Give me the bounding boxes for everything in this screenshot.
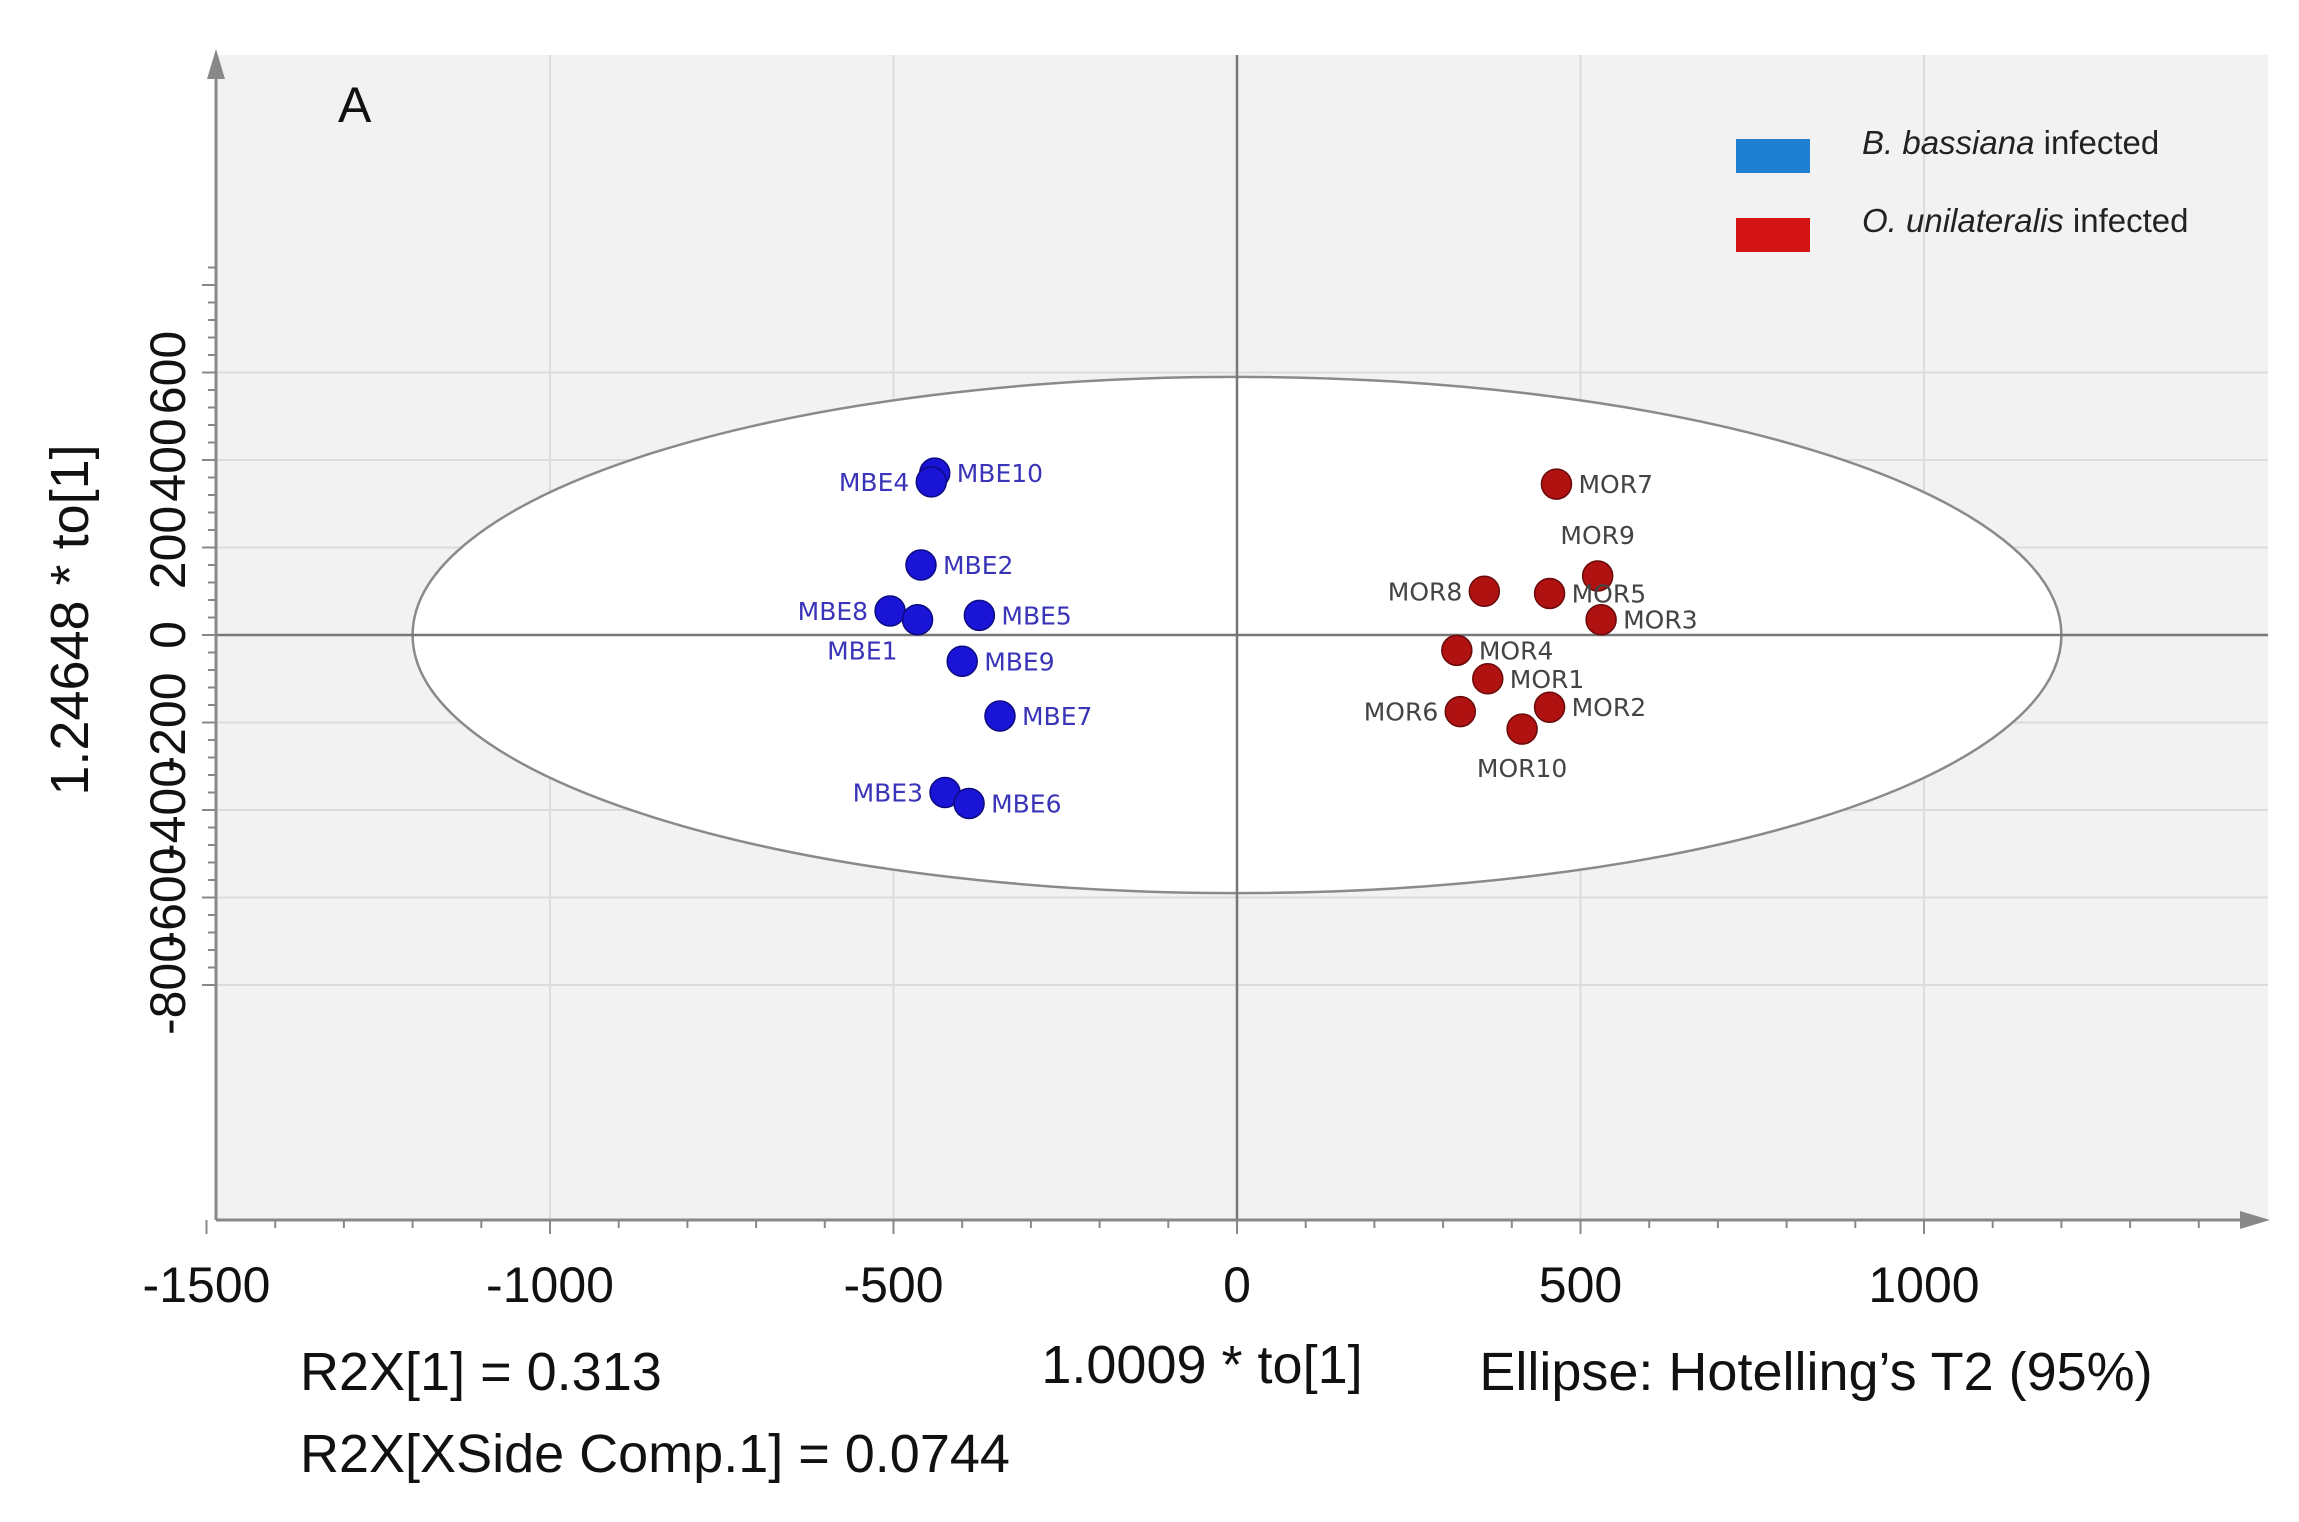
point-mor7 — [1540, 468, 1573, 500]
point-mbe8 — [874, 595, 906, 627]
point-mbe7 — [984, 700, 1016, 732]
point-label-mbe4: MBE4 — [839, 468, 909, 497]
point-mor10 — [1506, 713, 1538, 745]
point-mor8 — [1468, 575, 1501, 607]
y-tick-label: -600 — [140, 847, 196, 947]
legend-label-b-bassiana: B. bassiana infected — [1862, 124, 2159, 161]
panel-label: A — [338, 77, 372, 133]
point-mor6 — [1444, 695, 1477, 728]
y-tick-label: 600 — [140, 331, 196, 414]
point-label-mor5: MOR5 — [1572, 579, 1647, 608]
point-label-mbe1: MBE1 — [827, 637, 897, 666]
x-tick-label: -500 — [843, 1257, 943, 1313]
point-mbe9 — [946, 645, 978, 677]
x-axis-arrow — [2240, 1211, 2270, 1229]
x-tick-label: 500 — [1539, 1257, 1622, 1313]
point-label-mbe8: MBE8 — [798, 597, 868, 626]
point-label-mor2: MOR2 — [1572, 693, 1647, 722]
point-mor5 — [1533, 577, 1566, 610]
stat-r2x-1: R2X[1] = 0.313 — [300, 1342, 662, 1402]
legend-swatch-b-bassiana — [1736, 139, 1810, 173]
y-axis-title: 1.24648 * to[1] — [40, 444, 100, 795]
point-label-mor10: MOR10 — [1477, 754, 1567, 783]
ellipse-caption: Ellipse: Hotelling’s T2 (95%) — [1479, 1342, 2152, 1402]
x-axis-title: 1.0009 * to[1] — [1041, 1335, 1362, 1395]
x-tick-label: 1000 — [1868, 1257, 1979, 1313]
legend-swatch-o-unilateralis — [1736, 218, 1810, 252]
point-mor1 — [1472, 663, 1504, 695]
x-tick-label: -1000 — [486, 1257, 614, 1313]
point-mor2 — [1533, 691, 1566, 723]
y-tick-label: -200 — [140, 672, 196, 772]
stat-r2x-xside: R2X[XSide Comp.1] = 0.0744 — [300, 1424, 1010, 1484]
y-tick-label: 0 — [140, 621, 196, 649]
point-label-mbe7: MBE7 — [1022, 702, 1092, 731]
legend-label-o-unilateralis: O. unilateralis infected — [1862, 202, 2189, 239]
point-label-mbe5: MBE5 — [1001, 601, 1071, 630]
axes — [202, 49, 2270, 1234]
y-tick-label: -800 — [140, 935, 196, 1035]
point-label-mor9: MOR9 — [1560, 521, 1635, 550]
y-axis-arrow — [207, 49, 225, 79]
point-label-mbe6: MBE6 — [991, 789, 1061, 818]
x-tick-labels: -1500 -1000 -500 0 500 1000 — [143, 1257, 1980, 1313]
point-label-mbe9: MBE9 — [984, 647, 1054, 676]
point-mor9 — [1581, 560, 1614, 592]
point-mbe2 — [905, 549, 937, 581]
x-tick-label: 0 — [1223, 1257, 1251, 1313]
point-label-mor8: MOR8 — [1388, 577, 1463, 606]
point-mbe4 — [915, 466, 948, 498]
x-tick-label: -1500 — [143, 1257, 271, 1313]
point-mbe5 — [963, 599, 996, 632]
point-mbe6 — [953, 787, 985, 820]
point-mor3 — [1585, 603, 1617, 636]
plot-area: -1500 -1000 -500 0 500 1000 -800-600-400-200 0… — [140, 49, 2270, 1313]
y-tick-label: 200 — [140, 506, 196, 589]
point-label-mbe3: MBE3 — [853, 779, 923, 808]
point-mor4 — [1441, 634, 1473, 667]
point-label-mor1: MOR1 — [1510, 665, 1585, 694]
point-label-mbe2: MBE2 — [943, 551, 1013, 580]
point-label-mor4: MOR4 — [1479, 636, 1554, 665]
y-tick-label: -400 — [140, 760, 196, 860]
point-mbe1 — [901, 603, 934, 636]
data-points: MBE10 MBE4 MBE2 MBE8 MBE1 MBE5 MBE9 MBE7 MBE3 MBE… — [798, 457, 1698, 820]
point-label-mor7: MOR7 — [1578, 470, 1653, 499]
point-label-mor6: MOR6 — [1364, 698, 1439, 727]
legend: B. bassiana infected O. unilateralis inf… — [1736, 124, 2189, 252]
y-tick-label: 400 — [140, 418, 196, 501]
point-label-mor3: MOR3 — [1623, 606, 1698, 635]
point-label-mbe10: MBE10 — [957, 459, 1043, 488]
